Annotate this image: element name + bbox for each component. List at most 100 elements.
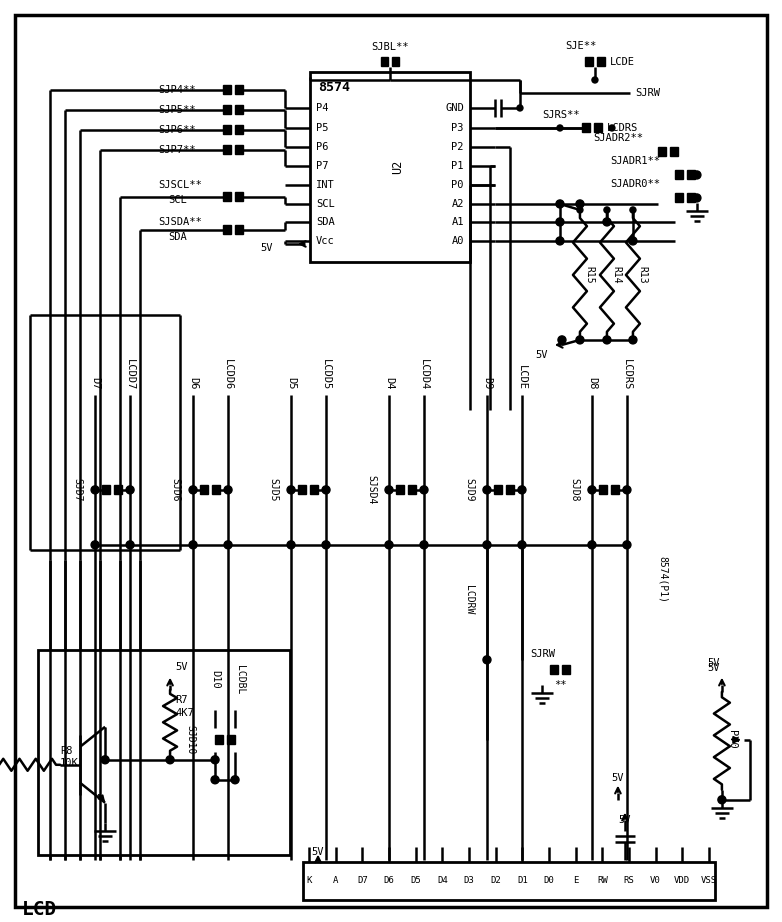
Circle shape [576, 336, 584, 344]
Circle shape [693, 194, 701, 202]
Bar [687, 171, 695, 180]
Text: SJSCL**: SJSCL** [158, 180, 202, 190]
Bar [38, 650, 290, 855]
Circle shape [211, 775, 219, 784]
Bar [223, 226, 231, 234]
Text: SCL: SCL [316, 199, 335, 209]
Text: 5V: 5V [708, 663, 720, 673]
Bar [235, 146, 243, 155]
Text: 8574: 8574 [318, 81, 350, 94]
Circle shape [385, 486, 393, 494]
Text: SJD7: SJD7 [72, 479, 82, 502]
Circle shape [287, 541, 295, 549]
Bar [562, 666, 570, 674]
Bar [550, 666, 558, 674]
Text: R15: R15 [584, 266, 594, 284]
Text: LCDE: LCDE [517, 365, 527, 390]
Circle shape [604, 337, 610, 343]
Text: PV0: PV0 [727, 730, 737, 750]
Text: D8: D8 [587, 377, 597, 390]
Bar [235, 125, 243, 135]
Text: 5V: 5V [260, 242, 273, 253]
Circle shape [609, 125, 615, 131]
Bar [381, 57, 388, 66]
Circle shape [518, 486, 526, 494]
Circle shape [592, 77, 598, 83]
Circle shape [629, 336, 637, 344]
Text: P3: P3 [451, 123, 464, 133]
Text: U2: U2 [392, 160, 404, 174]
Text: K: K [307, 876, 312, 885]
Text: E: E [573, 876, 579, 885]
Bar [396, 485, 404, 494]
Text: 5V: 5V [312, 846, 325, 857]
Text: LCDE: LCDE [610, 57, 635, 67]
Circle shape [603, 218, 611, 226]
Circle shape [91, 486, 99, 494]
Circle shape [623, 541, 631, 549]
Circle shape [287, 486, 295, 494]
Text: SJBL**: SJBL** [371, 42, 409, 52]
Text: A1: A1 [451, 217, 464, 227]
Text: A0: A0 [451, 236, 464, 246]
Text: 5V: 5V [612, 773, 624, 783]
Text: D5: D5 [411, 876, 421, 885]
Text: R13: R13 [637, 266, 647, 284]
Circle shape [231, 775, 239, 784]
Text: D6: D6 [188, 377, 198, 390]
Text: P7: P7 [316, 161, 328, 171]
Circle shape [629, 237, 637, 245]
Text: P2: P2 [451, 142, 464, 152]
Text: SJD10: SJD10 [185, 725, 195, 754]
Text: Vcc: Vcc [316, 236, 335, 246]
Text: SJSD4: SJSD4 [366, 475, 376, 504]
Text: GND: GND [445, 103, 464, 113]
Text: 10K: 10K [60, 758, 79, 768]
Text: P6: P6 [316, 142, 328, 152]
Text: SJRS**: SJRS** [542, 110, 579, 120]
Text: P5: P5 [316, 123, 328, 133]
Circle shape [483, 541, 491, 549]
Bar [494, 485, 502, 494]
Text: SJADR0**: SJADR0** [610, 179, 660, 189]
Text: SJP6**: SJP6** [158, 125, 196, 135]
Text: SJADR2**: SJADR2** [593, 133, 643, 143]
Text: D4: D4 [437, 876, 447, 885]
Bar [675, 194, 683, 203]
Text: R7: R7 [175, 695, 188, 704]
Text: LCD: LCD [22, 900, 57, 919]
Bar [392, 57, 399, 66]
Text: A: A [333, 876, 339, 885]
Bar [670, 148, 678, 157]
Text: LCDRW: LCDRW [464, 585, 474, 615]
Circle shape [420, 486, 428, 494]
Circle shape [126, 486, 134, 494]
Text: SJP7**: SJP7** [158, 145, 196, 155]
Text: P4: P4 [316, 103, 328, 113]
Bar [235, 105, 243, 114]
Circle shape [604, 207, 610, 213]
Circle shape [577, 207, 583, 213]
Text: D1: D1 [517, 876, 528, 885]
Text: LCDD6: LCDD6 [223, 359, 233, 390]
Circle shape [483, 656, 491, 664]
Circle shape [630, 207, 636, 213]
Circle shape [588, 486, 596, 494]
Text: 5V: 5V [619, 815, 631, 825]
Bar [599, 485, 607, 494]
Circle shape [603, 336, 611, 344]
Text: LCDRS: LCDRS [622, 359, 632, 390]
Bar [594, 124, 602, 133]
Text: D9: D9 [482, 377, 492, 390]
Text: INT: INT [316, 180, 335, 190]
Circle shape [630, 337, 636, 343]
Text: 8574(P1): 8574(P1) [658, 556, 668, 603]
Text: SJSDA**: SJSDA** [158, 217, 202, 227]
Bar [223, 86, 231, 94]
Circle shape [576, 200, 584, 208]
Text: SJP5**: SJP5** [158, 105, 196, 115]
Bar [223, 125, 231, 135]
Bar [310, 72, 470, 262]
Text: SJRW: SJRW [530, 649, 555, 659]
Bar [114, 485, 122, 494]
